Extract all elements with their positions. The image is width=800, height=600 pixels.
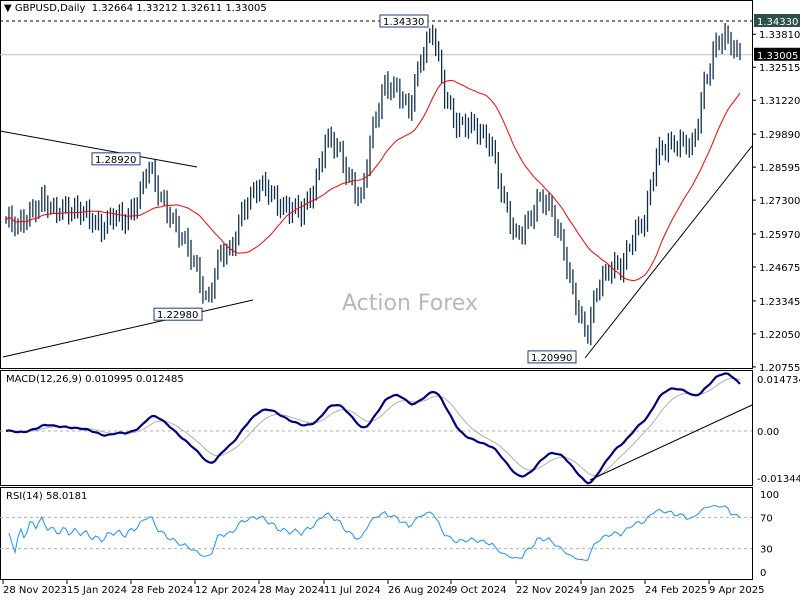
price-annotation-box [527, 350, 577, 364]
price-tick-label: 1.31220 [759, 96, 800, 107]
price-tick-label: 1.32515 [759, 63, 800, 74]
macd-tick-label: 0.00 [757, 427, 779, 438]
watermark: Action Forex [342, 291, 478, 316]
rsi-tick-label: 0 [760, 568, 766, 579]
trendline [2, 299, 254, 358]
close-value: 1.33005 [225, 3, 267, 14]
rsi-tick-label: 100 [760, 490, 779, 501]
price-tick-label: 1.28595 [759, 163, 800, 174]
date-tick-label: 9 Apr 2025 [709, 585, 764, 596]
price-annotation-label: 1.22980 [157, 310, 198, 321]
rsi-line [8, 505, 741, 561]
price-tick-label: 1.29890 [759, 130, 800, 141]
high-value: 1.33212 [136, 3, 178, 14]
low-value: 1.32611 [180, 3, 223, 14]
price-tag-label: 1.33005 [757, 51, 798, 62]
moving-average-line [5, 79, 741, 282]
date-tick-label: 26 Aug 2024 [388, 585, 452, 596]
price-annotation-box [153, 307, 203, 321]
macd-main-line [5, 372, 741, 485]
rsi-tick-label: 70 [760, 513, 773, 524]
date-tick-label: 9 Jan 2025 [581, 585, 635, 596]
date-tick-label: 28 Nov 2023 [3, 585, 67, 596]
price-annotation-label: 1.28920 [95, 155, 136, 166]
chart-header: ▼ GBPUSD,Daily 1.32664 1.33212 1.32611 1… [4, 3, 267, 14]
date-tick-label: 11 Jul 2024 [324, 585, 381, 596]
price-annotation-label: 1.34330 [383, 17, 424, 28]
rsi-panel-frame [0, 487, 753, 580]
macd-tick-label: -0.013442 [757, 474, 800, 485]
trendline [0, 130, 198, 168]
price-tag-bg [754, 47, 800, 61]
price-tick-label: 1.24675 [759, 263, 800, 274]
price-annotation-box [91, 152, 141, 166]
macd-label: MACD(12,26,9) 0.010995 0.012485 [6, 374, 184, 385]
price-tag-bg [754, 14, 800, 27]
date-tick-label: 15 Jan 2024 [67, 585, 127, 596]
price-tag-label: 1.34330 [757, 17, 798, 28]
trendline [584, 145, 753, 359]
price-tick-label: 1.33810 [759, 30, 800, 41]
price-annotation-box [379, 14, 429, 28]
price-tick-label: 1.23345 [759, 297, 800, 308]
macd-trendline [589, 404, 753, 481]
open-value: 1.32664 [91, 3, 134, 14]
price-tick-label: 1.25970 [759, 230, 800, 241]
date-tick-label: 24 Feb 2025 [645, 585, 707, 596]
macd-tick-label: 0.014734 [757, 375, 800, 386]
price-panel-frame [0, 0, 753, 369]
date-tick-label: 9 Oct 2024 [451, 585, 506, 596]
date-tick-label: 28 May 2024 [259, 585, 324, 596]
price-tick-label: 1.27300 [759, 196, 800, 207]
price-tick-label: 1.20755 [759, 363, 800, 374]
price-annotation-label: 1.20990 [531, 353, 572, 364]
symbol-label: GBPUSD,Daily [14, 3, 86, 14]
rsi-label: RSI(14) 58.0181 [6, 491, 88, 502]
date-tick-label: 22 Nov 2024 [516, 585, 580, 596]
macd-panel-frame [0, 370, 753, 486]
date-tick-label: 28 Feb 2024 [131, 585, 193, 596]
date-tick-label: 12 Apr 2024 [195, 585, 257, 596]
rsi-tick-label: 30 [760, 545, 773, 556]
dropdown-arrow-icon[interactable]: ▼ [4, 3, 12, 14]
price-tick-label: 1.22050 [759, 330, 800, 341]
